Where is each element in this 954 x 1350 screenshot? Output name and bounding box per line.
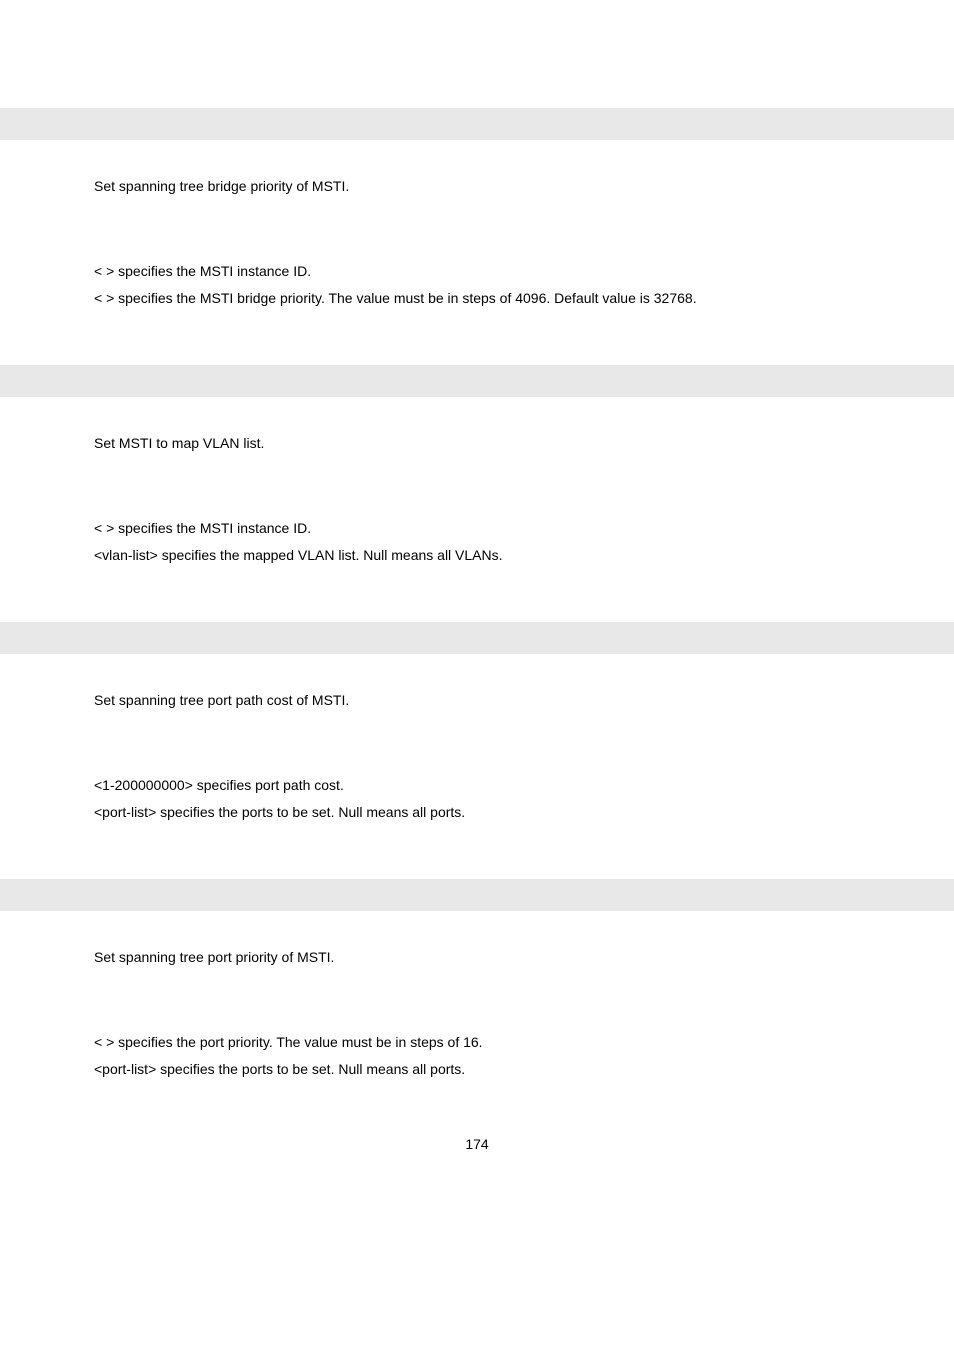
section-header-1 — [0, 108, 954, 140]
section-1-param-2: < > specifies the MSTI bridge priority. … — [94, 288, 894, 309]
section-1-description: Set spanning tree bridge priority of MST… — [94, 176, 894, 197]
section-1-param-1: < > specifies the MSTI instance ID. — [94, 261, 894, 282]
section-3-content: Set spanning tree port path cost of MSTI… — [0, 690, 954, 823]
section-2-content: Set MSTI to map VLAN list. < > specifies… — [0, 433, 954, 566]
section-4-param-2: <port-list> specifies the ports to be se… — [94, 1059, 894, 1080]
section-header-4 — [0, 879, 954, 911]
top-spacer — [0, 0, 954, 90]
section-2-param-2: <vlan-list> specifies the mapped VLAN li… — [94, 545, 894, 566]
section-1-content: Set spanning tree bridge priority of MST… — [0, 176, 954, 309]
section-gap-1 — [0, 309, 954, 347]
section-2-description: Set MSTI to map VLAN list. — [94, 433, 894, 454]
section-3-description: Set spanning tree port path cost of MSTI… — [94, 690, 894, 711]
page-container: Set spanning tree bridge priority of MST… — [0, 0, 954, 1212]
section-header-3 — [0, 622, 954, 654]
section-4-content: Set spanning tree port priority of MSTI.… — [0, 947, 954, 1080]
section-2-param-1: < > specifies the MSTI instance ID. — [94, 518, 894, 539]
section-3-param-1: <1-200000000> specifies port path cost. — [94, 775, 894, 796]
section-4-param-1: < > specifies the port priority. The val… — [94, 1032, 894, 1053]
page-number: 174 — [0, 1136, 954, 1152]
section-3-param-2: <port-list> specifies the ports to be se… — [94, 802, 894, 823]
section-4-description: Set spanning tree port priority of MSTI. — [94, 947, 894, 968]
section-header-2 — [0, 365, 954, 397]
section-gap-3 — [0, 823, 954, 861]
section-gap-2 — [0, 566, 954, 604]
